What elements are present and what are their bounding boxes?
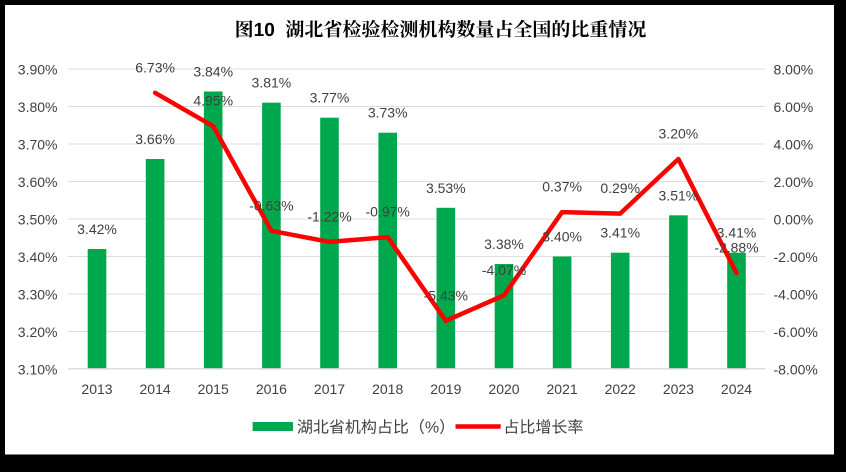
svg-text:2021: 2021	[547, 381, 578, 397]
svg-text:3.60%: 3.60%	[18, 174, 58, 190]
svg-text:2017: 2017	[314, 381, 345, 397]
svg-text:3.70%: 3.70%	[18, 137, 58, 153]
svg-text:3.53%: 3.53%	[426, 180, 466, 196]
svg-text:3.30%: 3.30%	[18, 287, 58, 303]
svg-text:2022: 2022	[605, 381, 636, 397]
svg-text:-0.97%: -0.97%	[366, 204, 410, 220]
svg-text:8.00%: 8.00%	[774, 62, 814, 78]
svg-text:3.20%: 3.20%	[18, 324, 58, 340]
svg-text:4.00%: 4.00%	[774, 137, 814, 153]
svg-text:3.41%: 3.41%	[717, 225, 757, 241]
svg-text:2019: 2019	[430, 381, 461, 397]
svg-text:3.38%: 3.38%	[484, 236, 524, 252]
svg-text:3.41%: 3.41%	[600, 225, 640, 241]
svg-text:-6.00%: -6.00%	[774, 324, 818, 340]
svg-text:2016: 2016	[256, 381, 287, 397]
svg-text:-4.00%: -4.00%	[774, 287, 818, 303]
svg-text:3.80%: 3.80%	[18, 99, 58, 115]
svg-text:3.20%: 3.20%	[659, 126, 699, 142]
svg-text:-2.88%: -2.88%	[714, 240, 758, 256]
svg-text:0.37%: 0.37%	[542, 179, 582, 195]
svg-text:-0.63%: -0.63%	[249, 197, 293, 213]
svg-text:3.81%: 3.81%	[252, 75, 292, 91]
svg-text:-4.07%: -4.07%	[482, 262, 526, 278]
svg-text:6.00%: 6.00%	[774, 99, 814, 115]
svg-text:2014: 2014	[140, 381, 171, 397]
svg-text:3.40%: 3.40%	[542, 229, 582, 245]
svg-text:4.95%: 4.95%	[193, 93, 233, 109]
svg-text:-5.43%: -5.43%	[424, 287, 468, 303]
svg-text:2023: 2023	[663, 381, 694, 397]
svg-text:3.42%: 3.42%	[77, 221, 117, 237]
svg-text:2024: 2024	[721, 381, 752, 397]
svg-text:3.77%: 3.77%	[310, 90, 350, 106]
svg-text:2.00%: 2.00%	[774, 174, 814, 190]
svg-text:3.10%: 3.10%	[18, 362, 58, 378]
svg-text:6.73%: 6.73%	[135, 59, 175, 75]
svg-text:3.90%: 3.90%	[18, 62, 58, 78]
svg-text:3.73%: 3.73%	[368, 105, 408, 121]
svg-text:0.00%: 0.00%	[774, 212, 814, 228]
svg-text:2020: 2020	[488, 381, 519, 397]
svg-text:0.29%: 0.29%	[600, 180, 640, 196]
svg-text:-1.22%: -1.22%	[307, 208, 351, 224]
svg-text:3.50%: 3.50%	[18, 212, 58, 228]
svg-text:2015: 2015	[198, 381, 229, 397]
svg-text:3.51%: 3.51%	[659, 187, 699, 203]
svg-text:3.66%: 3.66%	[135, 131, 175, 147]
svg-text:2018: 2018	[372, 381, 403, 397]
svg-text:-8.00%: -8.00%	[774, 362, 818, 378]
svg-text:3.40%: 3.40%	[18, 249, 58, 265]
svg-text:2013: 2013	[81, 381, 112, 397]
svg-text:-2.00%: -2.00%	[774, 249, 818, 265]
svg-text:3.84%: 3.84%	[193, 64, 233, 80]
